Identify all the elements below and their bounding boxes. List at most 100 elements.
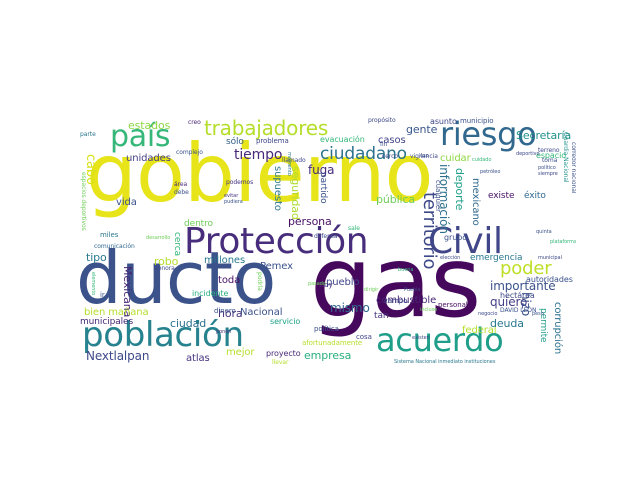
word-defensa: defensa [314, 233, 338, 240]
word-persona: persona [288, 215, 332, 228]
word-poder: poder [500, 258, 552, 279]
word-cerco: cerco [382, 153, 398, 160]
word-llamado: llamado [282, 157, 306, 164]
word-plataforma: plataforma [550, 239, 576, 245]
word-cerca: cerca [172, 232, 182, 257]
word-toda: toda [218, 275, 241, 286]
word-autoridades: autoridades [526, 275, 573, 284]
word-cabo: cabo [83, 154, 98, 185]
word-asunto: asunto [430, 117, 457, 126]
word-hora: hora [218, 307, 243, 320]
word-miles: miles [100, 231, 119, 239]
word-pueblo: pueblo [326, 277, 360, 288]
word-poblacion: población [82, 315, 244, 355]
word-area: área [174, 181, 188, 188]
word-cuidado: cuidado [472, 157, 492, 163]
word-incidente: incidente [192, 289, 229, 298]
word-civil: Civil [428, 221, 503, 262]
word-federal: federal [462, 325, 497, 336]
word-pais: país [110, 119, 171, 154]
word-seguridad: seguridad [289, 166, 302, 220]
word-pudiera: pudiera [224, 199, 243, 205]
word-tiempo: tiempo [234, 147, 283, 163]
word-peso: peso [532, 311, 544, 317]
word-unidades: unidades [126, 153, 171, 164]
word-informacion: información [437, 164, 451, 234]
word-desarrollo: desarrollo [146, 235, 171, 241]
word-fin: fin [380, 141, 388, 148]
word-gas: gas [310, 226, 481, 340]
word-terreno: terreno [538, 147, 560, 154]
word-riesgo: riesgo [440, 115, 537, 153]
word-ponen: ponen [216, 329, 232, 335]
word-sonora: Sonora [154, 265, 175, 272]
word-casos: casos [378, 135, 406, 146]
word-debe: debe [174, 189, 189, 196]
word-bien-manana: bien mañana [84, 307, 149, 318]
word-grupo: grupo [444, 233, 468, 242]
word-existe: existe [488, 191, 515, 201]
word-pemex: Pemex [260, 261, 293, 272]
word-importante: importante [490, 279, 556, 293]
word-deporte: deporte [453, 168, 466, 211]
word-parte: parte [80, 131, 96, 138]
word-ir: ir [100, 291, 105, 299]
word-podria: podría [256, 272, 263, 291]
word-politica: política [314, 325, 339, 333]
word-supuesto: supuesto [272, 166, 283, 211]
word-cosa: cosa [356, 333, 372, 341]
word-problema: problema [256, 137, 289, 145]
word-elemento: elemento [90, 272, 96, 296]
word-nextlalpan: Nextlalpan [86, 349, 150, 363]
word-quinta: quinta [536, 229, 552, 235]
word-espacios-deportivos: espacios deportivos [80, 172, 87, 231]
word-comunicacion: comunicación [94, 243, 135, 250]
word-creo: creo [188, 119, 201, 126]
word-millones: millones [204, 255, 246, 266]
word-uso: uso [420, 153, 429, 159]
word-emergencia: emergencia [470, 253, 523, 263]
word-municipio: municipio [460, 117, 494, 125]
word-dinero: dinero [214, 307, 236, 315]
word-proteccion: Protección [184, 221, 369, 262]
word-incluso: incluso [420, 307, 438, 313]
word-negocio: negocio [478, 311, 498, 317]
word-hectarea: hectárea [500, 291, 535, 300]
word-secretaria: Secretaría [516, 129, 572, 142]
word-guardia: Guardia Nacional [562, 132, 569, 183]
word-robo: robo [154, 255, 179, 268]
word-sistema: Sistema Nacional inmediato instituciones [394, 359, 496, 365]
word-corredor: corredor nacional [570, 142, 576, 194]
word-proyecto: proyecto [266, 349, 301, 358]
word-gente: gente [406, 123, 438, 136]
word-cualquier: cualquier [434, 180, 442, 212]
word-eleccion: elección [440, 255, 461, 261]
word-empresa: empresa [304, 349, 352, 362]
word-cloud: gobierno gas ducto Protección Civil pobl… [80, 112, 576, 368]
word-llevar: llevar [272, 359, 289, 366]
word-servicio: servicio [270, 317, 301, 326]
word-deportivo: deportivo [516, 151, 540, 157]
word-evacuacion: evacuación [320, 135, 365, 144]
word-sale: sale [348, 225, 360, 232]
word-vigilancia: vigilancia [410, 153, 438, 160]
word-hizo: hizo [519, 292, 533, 317]
word-acuerdo: acuerdo [376, 321, 504, 359]
word-quiero: quiero [490, 295, 528, 309]
word-combustible: combustible [376, 295, 437, 306]
word-evitar: evitar [224, 193, 239, 199]
word-petroleo: petróleo [480, 169, 501, 175]
word-siempre: siempre [538, 171, 558, 177]
word-podemos: podemos [226, 179, 254, 186]
word-afortunadamente: afortunadamente [302, 339, 363, 347]
word-tipo: tipo [86, 251, 107, 264]
word-proposito: propósito [368, 117, 396, 124]
word-mexicano: mexicano [470, 178, 481, 226]
word-vida: vida [116, 197, 137, 208]
word-personal: personal [438, 301, 468, 309]
word-trabajadores: trabajadores [204, 116, 329, 140]
word-solo: sólo [226, 137, 244, 147]
word-dirigir: dirigir [364, 287, 379, 293]
word-territorio: territorio [419, 192, 440, 270]
word-espacio: espacio [536, 151, 567, 160]
